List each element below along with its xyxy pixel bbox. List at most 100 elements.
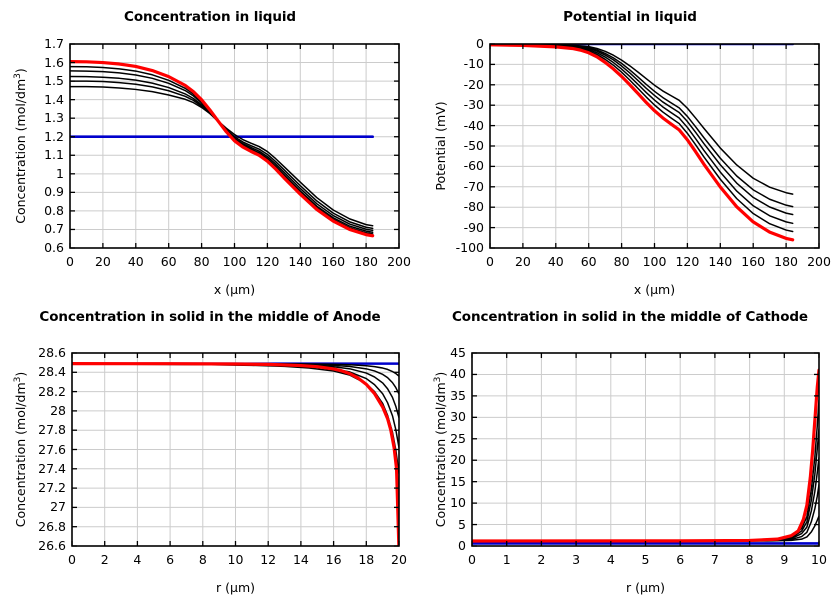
y-tick-label: 1.3 [44, 110, 64, 126]
y-tick-label: 1.1 [44, 147, 64, 163]
x-tick-label: 140 [708, 254, 733, 269]
y-tick-label: 0 [476, 36, 484, 51]
y-tick-label: 28.4 [38, 364, 66, 380]
x-tick-label: 6 [166, 552, 175, 567]
x-tick-label: 5 [641, 552, 650, 567]
y-tick-label: 1.6 [44, 54, 64, 70]
y-tick-label: 1.7 [44, 36, 64, 51]
y-tick-label: -50 [463, 138, 484, 153]
plot-title: Concentration in liquid [124, 9, 296, 25]
y-tick-label: -60 [463, 158, 484, 174]
y-tick-label: 30 [450, 409, 466, 425]
y-tick-label: 26.6 [38, 538, 66, 553]
x-tick-label: 0 [68, 552, 76, 567]
y-tick-label: 0.9 [44, 184, 64, 200]
series-line-1 [490, 44, 794, 195]
y-axis-label-tail: ) [433, 371, 448, 377]
series-line-4 [490, 44, 794, 225]
y-tick-label: 0.7 [44, 221, 64, 237]
tick-marks [71, 352, 400, 547]
x-tick-label: 12 [260, 552, 277, 567]
x-tick-label: 6 [676, 552, 685, 567]
x-tick-label: 60 [580, 254, 597, 269]
x-axis-label: x (µm) [633, 282, 676, 297]
series-line-6 [72, 362, 399, 546]
series-line-3 [490, 44, 794, 216]
y-tick-label: 35 [450, 387, 466, 403]
plot-axes-concentration-in-solid-anode [71, 352, 400, 547]
y-tick-label: -70 [463, 178, 484, 194]
tick-marks [69, 43, 400, 249]
x-tick-label: 14 [292, 552, 309, 567]
y-axis-label: Potential (mV) [433, 101, 448, 191]
series-line-6 [490, 44, 795, 242]
x-tick-label: 20 [391, 552, 407, 567]
x-tick-label: 0 [66, 254, 74, 269]
x-tick-label: 20 [94, 254, 111, 269]
plot-axes-potential-in-liquid [489, 43, 820, 249]
x-axis-label: x (µm) [213, 282, 256, 297]
y-axis-label-text: Concentration (mol/dm [433, 382, 448, 528]
x-tick-label: 8 [745, 552, 754, 567]
x-tick-label: 7 [710, 552, 719, 567]
x-tick-label: 2 [100, 552, 109, 567]
plot-axes-concentration-in-liquid [69, 43, 400, 249]
y-axis-label-exponent: 3 [12, 73, 23, 79]
y-axis-label-tail: ) [13, 371, 28, 377]
y-tick-label: -80 [463, 199, 484, 215]
x-tick-label: 4 [133, 552, 142, 567]
y-tick-label: 26.8 [38, 518, 66, 534]
x-tick-label: 10 [227, 552, 244, 567]
series-line-6 [70, 60, 375, 238]
x-tick-label: 8 [198, 552, 207, 567]
x-tick-label: 0 [486, 254, 494, 269]
series-line-6 [472, 368, 819, 543]
y-tick-label: -20 [463, 76, 484, 92]
y-tick-label: 1.2 [44, 128, 64, 144]
y-tick-label: 28.2 [38, 383, 66, 399]
plot-title: Concentration in solid in the middle of … [451, 309, 808, 325]
data-series-group [490, 44, 795, 242]
y-tick-label: -40 [463, 117, 484, 133]
y-tick-label: 0 [458, 538, 466, 553]
series-line-5 [490, 44, 794, 233]
x-tick-label: 16 [325, 552, 342, 567]
x-tick-label: 180 [774, 254, 799, 269]
y-tick-label: 10 [450, 495, 466, 511]
x-axis-label: r (µm) [216, 580, 255, 595]
y-axis-label-tail: ) [13, 68, 28, 74]
y-axis-label: Concentration (mol/dm3) [13, 44, 28, 248]
plot-panel-concentration-in-solid-cathode: Concentration in solid in the middle of … [420, 300, 840, 600]
y-tick-label: 28 [50, 402, 66, 418]
grid-lines [472, 353, 819, 546]
y-axis-label: Concentration (mol/dm3) [433, 353, 448, 546]
x-tick-label: 40 [547, 254, 564, 269]
x-axis-label: r (µm) [626, 580, 665, 595]
y-tick-label: 28.6 [38, 345, 66, 360]
data-series-group [70, 60, 375, 238]
x-tick-label: 0 [468, 552, 476, 567]
grid-lines [70, 44, 399, 248]
y-tick-label: 1 [56, 165, 64, 181]
y-tick-label: 1.5 [44, 73, 64, 89]
y-tick-label: 5 [458, 516, 466, 532]
x-tick-label: 1 [502, 552, 511, 567]
y-tick-label: -10 [463, 56, 484, 72]
plot-panel-concentration-in-solid-anode: Concentration in solid in the middle of … [0, 300, 420, 600]
y-tick-label: 27.4 [38, 460, 66, 476]
x-tick-label: 80 [613, 254, 630, 269]
y-axis-label-text: Concentration (mol/dm [13, 382, 28, 528]
y-tick-label: 27.6 [38, 441, 66, 457]
y-tick-label: 40 [450, 366, 466, 382]
y-tick-label: 0.6 [44, 240, 64, 255]
y-tick-label: -100 [455, 240, 484, 255]
x-tick-label: 100 [642, 254, 667, 269]
y-tick-label: 27.8 [38, 422, 66, 438]
x-tick-label: 120 [255, 254, 280, 269]
x-tick-label: 160 [741, 254, 766, 269]
y-tick-label: 27.2 [38, 480, 66, 496]
x-tick-label: 40 [127, 254, 144, 269]
x-tick-label: 3 [572, 552, 581, 567]
tick-marks [489, 43, 820, 249]
x-tick-label: 2 [537, 552, 546, 567]
